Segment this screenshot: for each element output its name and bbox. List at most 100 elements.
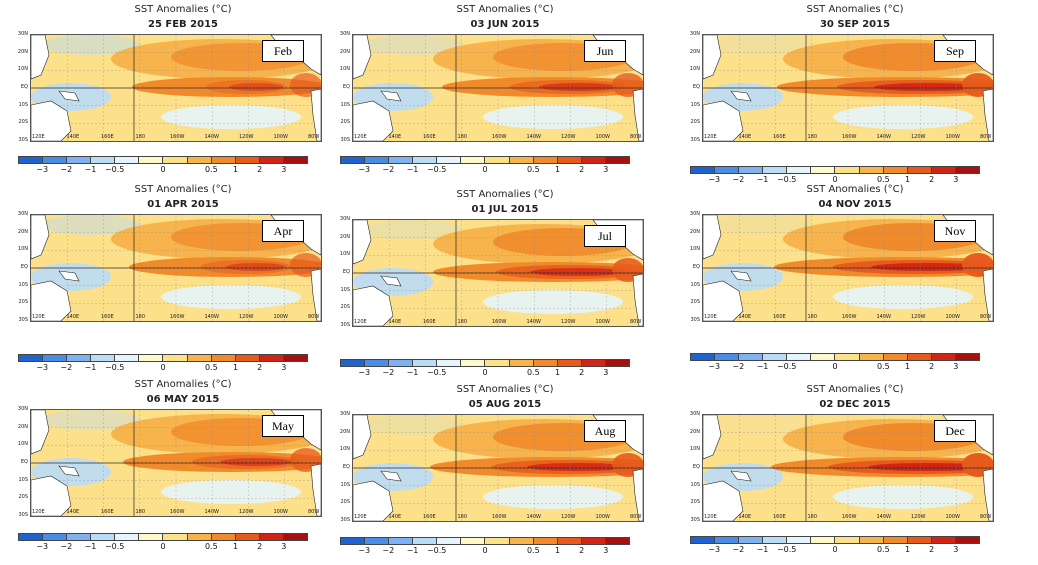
latitude-label: 30S bbox=[340, 517, 350, 523]
colorbar-swatch bbox=[605, 360, 629, 366]
colorbar-swatch bbox=[787, 537, 812, 543]
colorbar-tick-label: −3 bbox=[708, 362, 721, 371]
colorbar-swatch bbox=[437, 538, 462, 544]
longitude-label: 180 bbox=[135, 314, 146, 320]
sst-panel: SST Anomalies (°C) 06 MAY 2015 30N 20N 10N EQ… bbox=[18, 375, 348, 560]
colorbar-swatch bbox=[341, 360, 366, 366]
colorbar-ticks: −3 −2 −1 −0.5 0 0.5 1 2 3 bbox=[690, 362, 980, 371]
colorbar-swatch bbox=[187, 157, 212, 163]
latitude-label: 30N bbox=[17, 406, 28, 412]
longitude-label: 120W bbox=[561, 514, 576, 520]
colorbar-swatch bbox=[91, 355, 116, 361]
colorbar bbox=[690, 536, 980, 544]
longitude-label: 140W bbox=[876, 314, 892, 320]
colorbar-swatch bbox=[139, 157, 164, 163]
colorbar-ticks: −3 −2 −1 −0.5 0 0.5 1 2 3 bbox=[690, 175, 980, 184]
colorbar-swatch bbox=[787, 167, 812, 173]
colorbar-tick-label: −0.5 bbox=[426, 165, 447, 174]
longitude-label: 140E bbox=[738, 514, 752, 520]
colorbar-tick-label: −0.5 bbox=[104, 165, 125, 174]
latitude-label: 20N bbox=[689, 428, 700, 435]
colorbar-tick-label: 0 bbox=[832, 175, 838, 184]
longitude-label: 160E bbox=[101, 314, 114, 320]
longitude-label: 160W bbox=[492, 134, 507, 140]
panel-date: 04 NOV 2015 bbox=[818, 199, 892, 210]
latitude-label: 20N bbox=[689, 48, 700, 55]
latitude-label: 10S bbox=[690, 281, 700, 288]
colorbar-swatch bbox=[115, 157, 140, 163]
colorbar-swatch bbox=[955, 167, 979, 173]
latitude-label: 30N bbox=[689, 31, 700, 37]
colorbar-tick-label: 0.5 bbox=[876, 175, 890, 184]
sst-panel: SST Anomalies (°C) 01 APR 2015 30N 20N 10N EQ… bbox=[18, 180, 348, 365]
colorbar-tick-label: −3 bbox=[36, 363, 49, 372]
longitude-label: 160E bbox=[773, 134, 786, 140]
latitude-label: 10N bbox=[339, 251, 350, 258]
month-label: Feb bbox=[262, 40, 304, 62]
latitude-label: 30S bbox=[340, 137, 350, 143]
longitude-label: 120E bbox=[704, 134, 717, 140]
panel-title: SST Anomalies (°C) bbox=[134, 379, 232, 390]
colorbar-swatch bbox=[91, 157, 116, 163]
longitude-label: 140E bbox=[66, 314, 80, 320]
colorbar-tick-label: 1 bbox=[554, 546, 561, 555]
colorbar-swatch bbox=[533, 157, 558, 163]
longitude-label: 180 bbox=[457, 514, 468, 520]
colorbar-swatch bbox=[413, 157, 438, 163]
colorbar-tick-label: 0.5 bbox=[204, 542, 218, 551]
latitude-label: 30S bbox=[690, 517, 700, 523]
colorbar-tick-label: −1 bbox=[756, 175, 769, 184]
colorbar-swatch bbox=[259, 534, 284, 540]
latitude-label: 20N bbox=[17, 423, 28, 430]
latitude-label: 10S bbox=[340, 481, 350, 488]
longitude-label: 160W bbox=[842, 514, 857, 520]
longitude-label: 80W bbox=[308, 134, 320, 140]
latitude-label: 20N bbox=[339, 428, 350, 435]
colorbar-swatch bbox=[365, 360, 390, 366]
panel-date: 30 SEP 2015 bbox=[819, 19, 891, 30]
colorbar-swatch bbox=[461, 538, 486, 544]
longitude-label: 160E bbox=[423, 134, 436, 140]
colorbar-swatch bbox=[187, 355, 212, 361]
sst-map bbox=[702, 214, 994, 322]
colorbar-swatch bbox=[811, 354, 836, 360]
colorbar-tick-label: −1 bbox=[406, 368, 419, 377]
colorbar-tick-label: −0.5 bbox=[104, 542, 125, 551]
longitude-label: 80W bbox=[630, 319, 642, 325]
month-label: Dec bbox=[934, 420, 976, 442]
panel-title: SST Anomalies (°C) bbox=[134, 184, 232, 195]
colorbar-swatch bbox=[485, 157, 510, 163]
colorbar-swatch bbox=[485, 538, 510, 544]
latitude-label: 10N bbox=[689, 446, 700, 453]
longitude-label: 80W bbox=[630, 134, 642, 140]
colorbar-tick-label: 3 bbox=[603, 165, 609, 174]
colorbar-swatch bbox=[163, 355, 188, 361]
longitude-label: 100W bbox=[595, 319, 611, 325]
colorbar-tick-label: −1 bbox=[406, 165, 419, 174]
colorbar-swatch bbox=[259, 157, 284, 163]
colorbar-tick-label: −2 bbox=[382, 546, 395, 555]
colorbar-tick-label: −3 bbox=[36, 165, 49, 174]
colorbar-tick-label: 0.5 bbox=[526, 546, 540, 555]
longitude-label: 140W bbox=[204, 509, 220, 515]
longitude-label: 140E bbox=[66, 509, 80, 515]
latitude-label: 10S bbox=[340, 286, 350, 293]
latitude-label: 20S bbox=[18, 494, 28, 501]
colorbar-swatch bbox=[557, 360, 582, 366]
colorbar-swatch bbox=[283, 534, 307, 540]
latitude-label: 30S bbox=[18, 512, 28, 518]
colorbar-swatch bbox=[341, 157, 366, 163]
colorbar-tick-label: 2 bbox=[929, 545, 935, 554]
colorbar-swatch bbox=[163, 157, 188, 163]
longitude-label: 120W bbox=[239, 134, 254, 140]
panel-date: 05 AUG 2015 bbox=[468, 399, 542, 410]
latitude-label: 10N bbox=[17, 246, 28, 253]
latitude-label: EQ bbox=[20, 264, 28, 270]
latitude-label: 10S bbox=[690, 481, 700, 488]
colorbar-swatch bbox=[739, 537, 764, 543]
latitude-label: 10S bbox=[18, 476, 28, 483]
colorbar-tick-label: −1 bbox=[406, 546, 419, 555]
panel-title: SST Anomalies (°C) bbox=[456, 189, 554, 200]
latitude-label: 30N bbox=[339, 216, 350, 222]
colorbar-swatch bbox=[461, 360, 486, 366]
